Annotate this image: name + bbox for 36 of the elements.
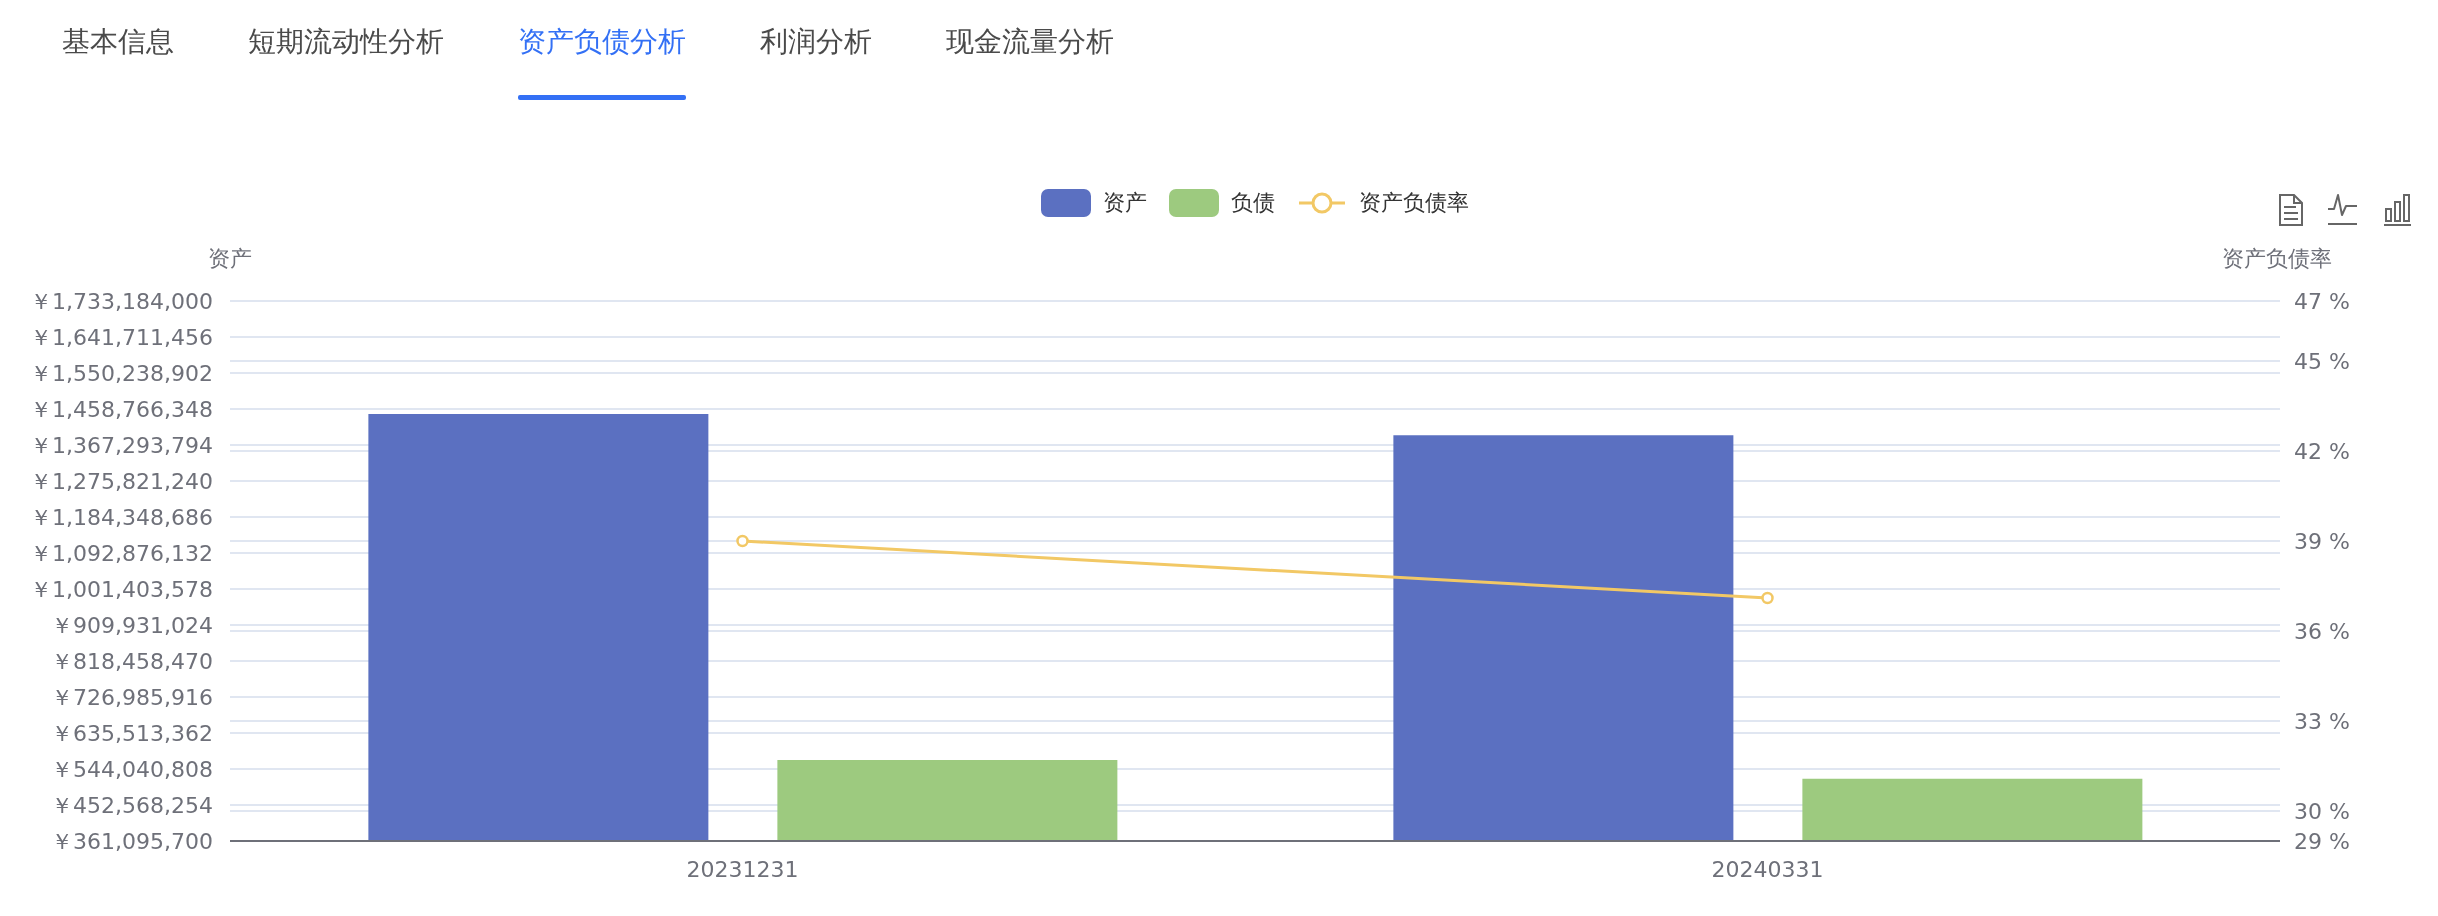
y2-tick-label: 39 % <box>2294 528 2350 554</box>
y-tick-label: ￥361,095,700 <box>51 828 213 854</box>
legend-label: 负债 <box>1231 189 1275 217</box>
legend-label: 资产负债率 <box>1359 189 1469 217</box>
y-tick-label: ￥1,092,876,132 <box>30 540 213 566</box>
y-tick-label: ￥1,275,821,240 <box>30 468 213 494</box>
y-tick-label: ￥1,458,766,348 <box>30 396 213 422</box>
y-tick-label: ￥452,568,254 <box>51 792 213 818</box>
text: 利润分析 <box>760 25 872 58</box>
y2-tick-label: 29 % <box>2294 828 2350 854</box>
y2-tick-label: 45 % <box>2294 348 2350 374</box>
y-tick-label: ￥1,641,711,456 <box>30 324 213 350</box>
y2-axis-title: 资产负债率 <box>2222 245 2332 273</box>
text: 现金流量分析 <box>946 25 1114 58</box>
text: 资产负债分析 <box>518 25 686 58</box>
y-tick-label: ￥1,001,403,578 <box>30 576 213 602</box>
y2-tick-label: 30 % <box>2294 798 2350 824</box>
text: 基本信息 <box>62 25 174 58</box>
y2-tick-label: 33 % <box>2294 708 2350 734</box>
y-axis-title: 资产 <box>208 245 252 273</box>
y-tick-label: ￥1,184,348,686 <box>30 504 213 530</box>
y-tick-label: ￥544,040,808 <box>51 756 213 782</box>
y-tick-label: ￥818,458,470 <box>51 648 213 674</box>
x-tick-label: 20240331 <box>1711 856 1824 882</box>
y-tick-label: ￥635,513,362 <box>51 720 213 746</box>
y2-tick-label: 42 % <box>2294 438 2350 464</box>
y2-tick-label: 36 % <box>2294 618 2350 644</box>
y-tick-label: ￥1,733,184,000 <box>30 288 213 314</box>
y-tick-label: ￥726,985,916 <box>51 684 213 710</box>
x-tick-label: 20231231 <box>686 856 799 882</box>
y-tick-label: ￥1,367,293,794 <box>30 432 213 458</box>
y2-tick-label: 47 % <box>2294 288 2350 314</box>
text: 短期流动性分析 <box>248 25 444 58</box>
legend-label: 资产 <box>1103 189 1147 217</box>
y-tick-label: ￥1,550,238,902 <box>30 360 213 386</box>
y-tick-label: ￥909,931,024 <box>51 612 213 638</box>
